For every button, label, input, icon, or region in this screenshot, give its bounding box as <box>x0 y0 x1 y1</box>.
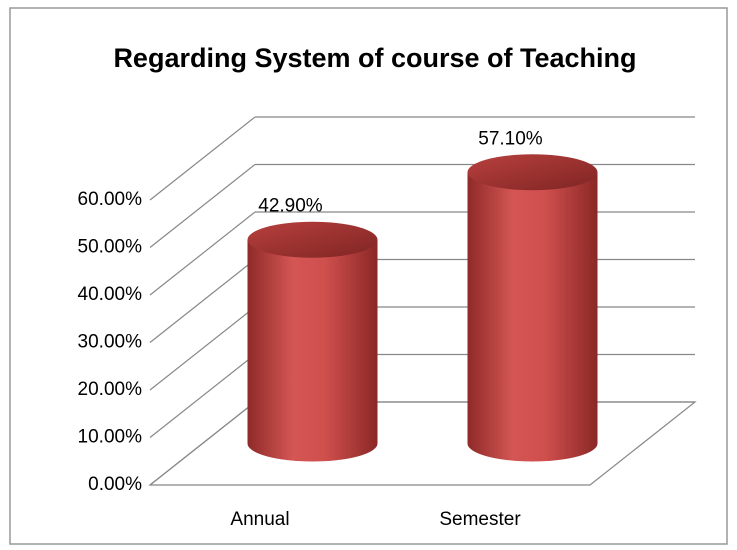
bar <box>247 239 378 462</box>
floor <box>148 401 697 486</box>
bar <box>467 172 598 462</box>
y-tick-label: 0.00% <box>88 474 142 495</box>
y-tick-label: 20.00% <box>78 379 143 400</box>
grid-line <box>149 116 256 201</box>
data-label: 42.90% <box>258 196 323 217</box>
y-tick-label: 40.00% <box>78 284 143 305</box>
y-tick-label: 10.00% <box>78 427 143 448</box>
y-tick-label: 30.00% <box>78 332 143 353</box>
grid-line <box>149 354 256 438</box>
bar-top <box>247 221 378 258</box>
grid-line <box>149 401 256 486</box>
bar-top <box>467 154 598 191</box>
y-tick-label: 50.00% <box>78 237 143 258</box>
y-tick-label: 60.00% <box>78 189 143 210</box>
grid-line <box>149 211 256 296</box>
chart-border <box>9 7 728 545</box>
data-label: 57.10% <box>478 128 543 149</box>
x-tick-label: Annual <box>230 509 289 530</box>
grid-line <box>149 306 256 391</box>
grid-line <box>149 259 256 343</box>
grid-line <box>149 164 256 248</box>
x-tick-label: Semester <box>439 509 521 530</box>
chart-title: Regarding System of course of Teaching <box>113 43 636 73</box>
